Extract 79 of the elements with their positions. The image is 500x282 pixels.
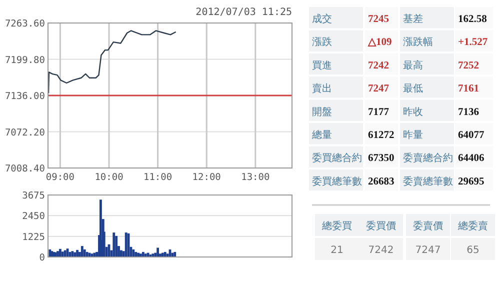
bar [156, 248, 159, 257]
text: 64077 [458, 130, 484, 141]
text: 開盤 [312, 106, 332, 118]
x-tick-label: 11:00 [143, 172, 172, 183]
bar [115, 236, 118, 257]
text: 委買總筆數 [312, 175, 362, 188]
y-tick-label: 7072.20 [4, 127, 46, 138]
bar [76, 250, 78, 257]
line-series [48, 30, 176, 94]
y-tick-label: 3675 [22, 190, 45, 202]
text: +1.527 [458, 37, 488, 48]
bar [166, 254, 169, 257]
text: 最高 [403, 59, 423, 72]
bar [83, 249, 86, 257]
bar [134, 252, 138, 257]
y-tick-label: 7008.40 [4, 164, 46, 174]
text: 64406 [458, 153, 484, 164]
text: 基差 [403, 13, 423, 25]
text: △109 [367, 37, 392, 48]
text: 買進 [312, 59, 332, 72]
y-tick-label: 2450 [22, 211, 46, 222]
text: 委賣總合約 [403, 152, 453, 164]
text: 21 [330, 245, 344, 256]
bar [90, 254, 94, 257]
text: 7252 [458, 60, 479, 72]
x-tick-label: 09:00 [46, 172, 75, 183]
text: 總委買 [321, 220, 352, 232]
text: 7242 [368, 245, 394, 256]
text: 65 [466, 245, 480, 256]
bar [164, 252, 166, 257]
text: 61272 [368, 130, 394, 141]
text: 漲跌幅 [403, 36, 433, 48]
chart-title: 2012/07/03 11:25 [196, 7, 292, 18]
text: 成交 [312, 13, 332, 25]
text: 昨量 [403, 129, 423, 141]
bar [80, 246, 84, 257]
text: 26683 [368, 176, 394, 188]
text: 7161 [458, 84, 479, 95]
text: 7242 [368, 60, 389, 72]
text: 162.58 [458, 14, 487, 25]
y-tick-label: 1225 [22, 232, 45, 243]
x-tick-label: 13:00 [241, 172, 270, 183]
bar [61, 252, 64, 257]
bar [174, 252, 176, 257]
text: 漲跌 [312, 36, 332, 48]
bar [59, 248, 62, 257]
bar [64, 250, 66, 257]
text: 總委賣 [457, 220, 488, 232]
y-tick-label: 7199.80 [4, 54, 46, 66]
text: 29695 [458, 176, 484, 188]
bar [112, 232, 116, 257]
text: 7177 [368, 106, 389, 118]
text: 賣出 [312, 82, 332, 95]
text: 昨收 [403, 106, 423, 118]
y-tick-label: 0 [39, 252, 46, 264]
text: 委賣價 [413, 220, 443, 232]
x-tick-label: 12:00 [192, 172, 222, 183]
y-tick-label: 7263.60 [4, 18, 46, 30]
text: 最低 [403, 84, 423, 95]
bar [56, 251, 59, 257]
text: 7136 [458, 106, 479, 118]
bar [71, 251, 74, 257]
text: 7245 [368, 14, 389, 25]
text: 委買價 [366, 220, 396, 232]
bar [142, 252, 144, 257]
bar [140, 254, 142, 257]
bar [144, 254, 147, 257]
x-tick-label: 10:00 [94, 172, 124, 183]
text: 總量 [311, 129, 332, 141]
bar [132, 249, 135, 257]
text: 委買總合約 [312, 152, 362, 164]
text: 委賣總筆數 [403, 175, 453, 188]
bar [152, 254, 154, 257]
text: 7247 [415, 245, 441, 256]
bar [120, 250, 122, 257]
text: 67350 [368, 153, 394, 164]
y-tick-label: 7136.00 [4, 91, 46, 102]
bar [124, 232, 128, 257]
text: 7247 [368, 84, 389, 95]
